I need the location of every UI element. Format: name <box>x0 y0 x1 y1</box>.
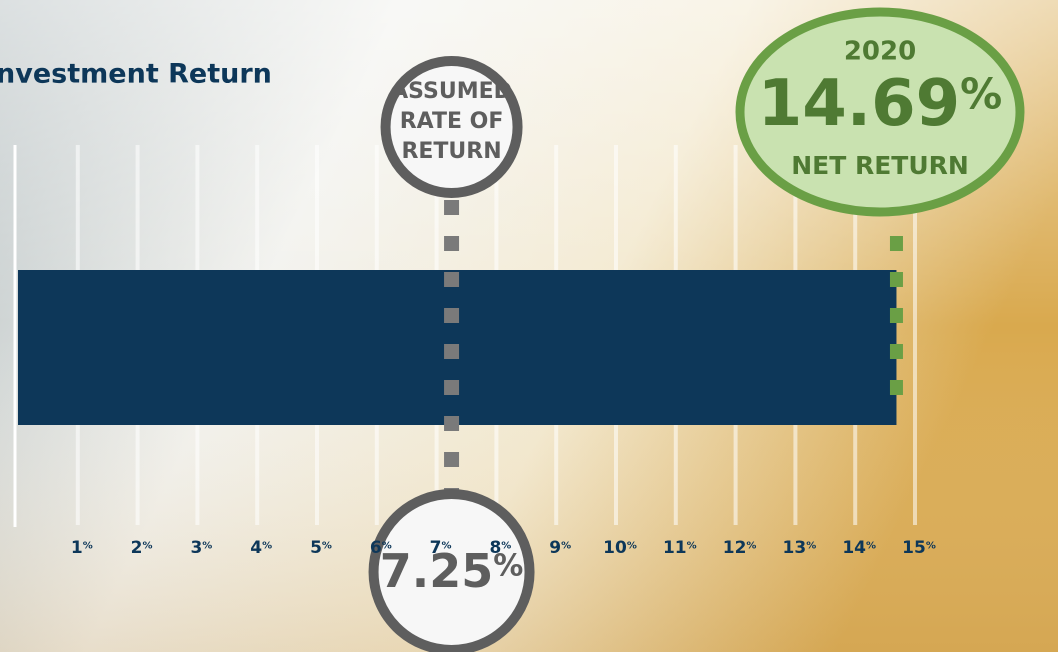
chart-title: Investment Return <box>0 59 272 90</box>
reference-caption: RATE OF <box>400 109 504 134</box>
value-caption-bottom: NET RETURN <box>791 151 969 180</box>
value-caption-top: 2020 <box>844 37 916 67</box>
reference-caption: RETURN <box>401 139 501 164</box>
chart: Investment Return 202014.69%NET RETURNAS… <box>0 0 1058 652</box>
page: {"chart_data": {"type": "bar", "orientat… <box>0 0 1058 652</box>
reference-caption: ASSUMED <box>391 79 512 104</box>
